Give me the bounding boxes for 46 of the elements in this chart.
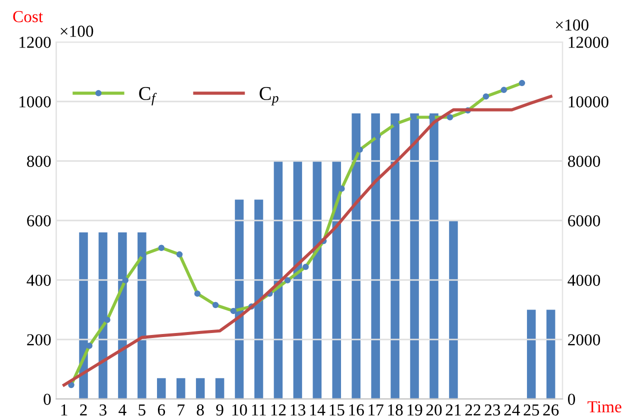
y2-tick-label: 2000 xyxy=(568,334,600,346)
x-tick-label: 16 xyxy=(349,404,364,416)
y2-tick-label: 10000 xyxy=(568,96,608,108)
y-tick-label: 600 xyxy=(27,215,51,226)
text: ×100 xyxy=(60,26,94,37)
x-tick-label: 1 xyxy=(61,404,68,416)
x-tick-label: 5 xyxy=(138,404,146,416)
x-tick-label: 4 xyxy=(118,404,126,416)
x-tick-label: 8 xyxy=(196,404,204,416)
y-tick-label: 200 xyxy=(27,334,51,346)
y-tick-label: 800 xyxy=(27,156,51,167)
x-tick-label: 9 xyxy=(216,404,224,416)
x-tick-label: 21 xyxy=(446,404,461,416)
x-tick-label: 17 xyxy=(368,404,384,416)
y-tick-label: 1200 xyxy=(20,36,51,48)
x-tick-label: 15 xyxy=(330,404,344,416)
x-tick-label: 6 xyxy=(158,404,166,416)
x-tick-label: 11 xyxy=(252,404,266,416)
x-tick-label: 12 xyxy=(271,404,286,416)
legend-label: C$_{f}$ xyxy=(139,86,157,106)
x-tick-label: 2 xyxy=(80,404,87,416)
y2-tick-label: 0 xyxy=(568,394,576,405)
x-tick-label: 10 xyxy=(232,404,247,416)
x-axis-title: Time xyxy=(588,401,622,412)
y-tick-label: 400 xyxy=(26,274,51,286)
x-tick-label: 19 xyxy=(408,404,422,416)
y2-tick-label: 12000 xyxy=(568,36,608,48)
x-tick-label: 14 xyxy=(310,404,326,416)
x-tick-label: 25 xyxy=(524,404,540,416)
x-tick-label: 24 xyxy=(504,404,520,416)
x-tick-label: 7 xyxy=(178,404,185,416)
x-tick-label: 26 xyxy=(543,404,559,416)
text: ×100 xyxy=(556,19,588,31)
y-tick-label: 1000 xyxy=(20,96,51,108)
x-tick-label: 23 xyxy=(484,404,500,416)
y2-tick-label: 6000 xyxy=(568,215,600,226)
y2-tick-label: 8000 xyxy=(568,156,600,167)
x-tick-label: 22 xyxy=(465,404,480,416)
x-tick-label: 18 xyxy=(388,404,403,416)
x-tick-label: 3 xyxy=(100,404,106,416)
x-tick-label: 13 xyxy=(290,404,306,416)
x-tick-label: 20 xyxy=(426,404,442,416)
y-axis-title: Cost xyxy=(13,11,43,22)
legend-label: C$_{p}$ xyxy=(260,86,278,106)
y2-tick-label: 4000 xyxy=(568,274,600,286)
y-tick-label: 0 xyxy=(44,394,51,405)
